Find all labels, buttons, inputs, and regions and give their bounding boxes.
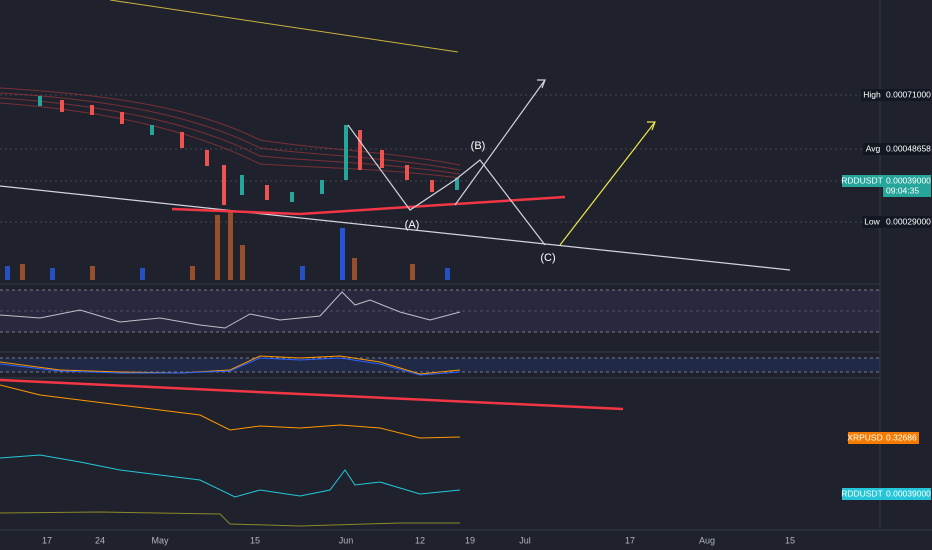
xrp-value: 0.32686 — [886, 432, 917, 442]
grid — [0, 0, 932, 531]
last-value: 0.00039000 — [886, 175, 931, 185]
low-value: 0.00029000 — [886, 216, 931, 226]
time-label: Aug — [699, 535, 715, 545]
rdd-value: 0.00039000 — [886, 488, 931, 498]
time-label: May — [151, 535, 169, 545]
badge-bg — [863, 143, 883, 155]
comparison-panel — [0, 378, 624, 527]
time-label: Jul — [519, 535, 531, 545]
time-label: 15 — [250, 535, 260, 545]
high-label: High — [863, 89, 881, 99]
badge-bg — [883, 175, 931, 197]
badge-bg — [842, 488, 883, 500]
moving-average — [109, 0, 459, 53]
badge-bg — [842, 175, 883, 187]
countdown: 09:04:35 — [886, 185, 919, 195]
time-label: 15 — [785, 535, 795, 545]
badge-bg — [883, 488, 931, 500]
symbol-label: RDDUSDT — [841, 175, 883, 185]
wave-label: (B) — [471, 140, 486, 152]
oscillator-panel — [0, 355, 880, 376]
drawings — [0, 79, 791, 271]
low-label: Low — [864, 216, 880, 226]
badge-bg — [862, 216, 883, 228]
volume — [5, 212, 450, 280]
time-axis: 17 24 May 15 Jun 12 19 Jul 17 Aug 15 — [42, 535, 795, 545]
high-value: 0.00071000 — [886, 89, 931, 99]
time-label: Jun — [339, 535, 354, 545]
badge-bg — [848, 432, 883, 444]
badge-bg — [883, 89, 931, 101]
rdd-label: RDDUSDT — [841, 488, 883, 498]
wave-label: (A) — [405, 219, 420, 231]
time-label: 12 — [415, 535, 425, 545]
ma-ribbon — [0, 87, 461, 179]
price-badges: High 0.00071000 Avg 0.00048658 RDDUSDT 0… — [841, 89, 931, 500]
avg-label: Avg — [866, 143, 881, 153]
badge-bg — [883, 143, 931, 155]
wave-label: (C) — [540, 252, 555, 264]
avg-value: 0.00048658 — [886, 143, 931, 153]
badge-bg — [883, 216, 931, 228]
time-label: 24 — [95, 535, 105, 545]
xrp-label: XRPUSD — [847, 432, 882, 442]
badge-bg — [883, 432, 919, 444]
badge-bg — [861, 89, 883, 101]
time-label: 19 — [465, 535, 475, 545]
candles — [38, 96, 459, 205]
time-label: 17 — [625, 535, 635, 545]
rsi-panel — [0, 289, 880, 333]
time-label: 17 — [42, 535, 52, 545]
